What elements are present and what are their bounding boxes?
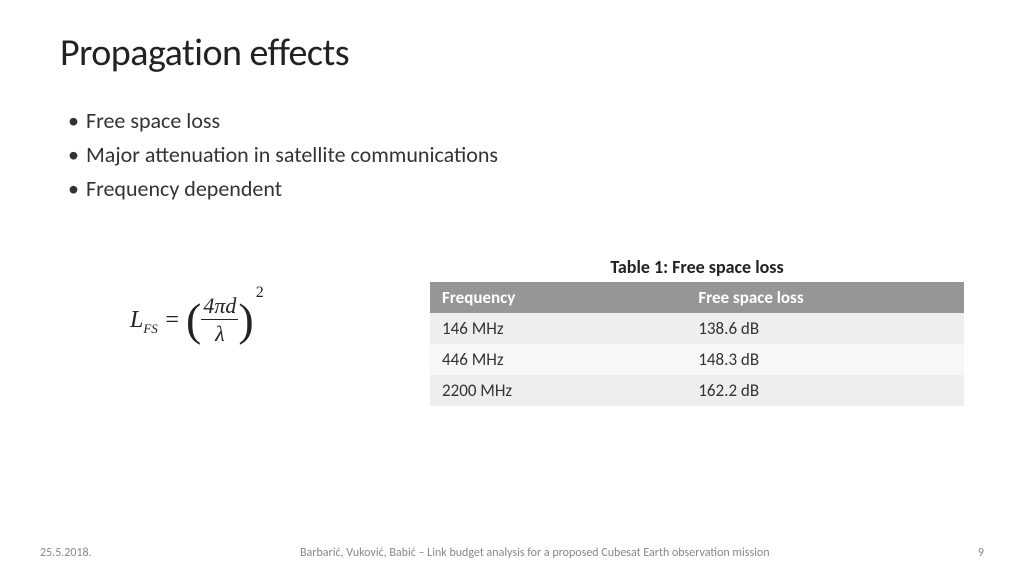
table-cell: 148.3 dB: [686, 344, 964, 375]
formula-lhs-sub: FS: [143, 321, 157, 336]
table-block: Table 1: Free space loss Frequency Free …: [430, 256, 964, 406]
footer-page-number: 9: [978, 546, 984, 560]
content-row: LFS = (4πdλ)2 Table 1: Free space loss F…: [60, 256, 964, 406]
formula-eq: =: [158, 307, 186, 333]
table-cell: 2200 MHz: [430, 375, 686, 406]
slide-title: Propagation effects: [60, 30, 964, 76]
lparen-icon: (: [186, 299, 201, 340]
formula: LFS = (4πdλ)2: [60, 256, 430, 347]
bullet-item: Frequency dependent: [68, 172, 964, 206]
formula-lhs-var: L: [130, 307, 143, 333]
bullet-item: Free space loss: [68, 104, 964, 138]
free-space-loss-table: Frequency Free space loss 146 MHz 138.6 …: [430, 282, 964, 406]
slide: Propagation effects Free space loss Majo…: [0, 0, 1024, 576]
table-caption: Table 1: Free space loss: [430, 256, 964, 278]
col-header: Frequency: [430, 282, 686, 313]
table-row: 2200 MHz 162.2 dB: [430, 375, 964, 406]
slide-footer: 25.5.2018. Barbarić, Vuković, Babić – Li…: [0, 546, 1024, 560]
formula-exponent: 2: [256, 284, 264, 301]
table-row: 446 MHz 148.3 dB: [430, 344, 964, 375]
bullet-list: Free space loss Major attenuation in sat…: [60, 104, 964, 206]
col-header: Free space loss: [686, 282, 964, 313]
table-cell: 146 MHz: [430, 313, 686, 344]
table-cell: 162.2 dB: [686, 375, 964, 406]
bullet-item: Major attenuation in satellite communica…: [68, 138, 964, 172]
table-cell: 446 MHz: [430, 344, 686, 375]
formula-numerator: 4πd: [201, 294, 238, 320]
table-cell: 138.6 dB: [686, 313, 964, 344]
formula-fraction: 4πdλ: [201, 294, 238, 345]
table-header-row: Frequency Free space loss: [430, 282, 964, 313]
table-row: 146 MHz 138.6 dB: [430, 313, 964, 344]
formula-denominator: λ: [201, 320, 238, 345]
footer-center: Barbarić, Vuković, Babić – Link budget a…: [92, 546, 978, 560]
rparen-icon: ): [238, 299, 253, 340]
footer-date: 25.5.2018.: [40, 546, 92, 560]
